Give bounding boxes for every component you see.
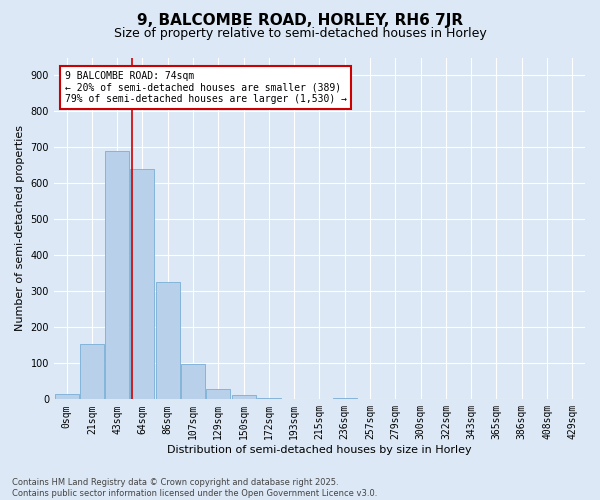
Text: Size of property relative to semi-detached houses in Horley: Size of property relative to semi-detach… <box>113 28 487 40</box>
Bar <box>80 344 104 400</box>
Bar <box>232 395 256 400</box>
Text: Contains HM Land Registry data © Crown copyright and database right 2025.
Contai: Contains HM Land Registry data © Crown c… <box>12 478 377 498</box>
Bar <box>156 282 180 400</box>
Bar <box>105 151 129 400</box>
Bar <box>257 398 281 400</box>
Bar <box>55 394 79 400</box>
X-axis label: Distribution of semi-detached houses by size in Horley: Distribution of semi-detached houses by … <box>167 445 472 455</box>
Bar <box>130 169 154 400</box>
Bar <box>333 398 357 400</box>
Bar <box>181 364 205 400</box>
Text: 9, BALCOMBE ROAD, HORLEY, RH6 7JR: 9, BALCOMBE ROAD, HORLEY, RH6 7JR <box>137 12 463 28</box>
Bar <box>206 388 230 400</box>
Y-axis label: Number of semi-detached properties: Number of semi-detached properties <box>15 126 25 332</box>
Text: 9 BALCOMBE ROAD: 74sqm
← 20% of semi-detached houses are smaller (389)
79% of se: 9 BALCOMBE ROAD: 74sqm ← 20% of semi-det… <box>65 71 347 104</box>
